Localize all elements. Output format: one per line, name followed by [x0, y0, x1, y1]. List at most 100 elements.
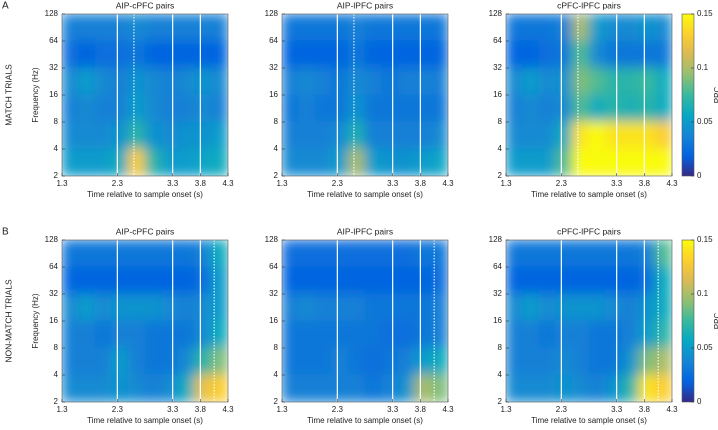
heatmap-cell — [78, 240, 96, 268]
heatmap-cell — [331, 148, 349, 176]
heatmap-cell — [638, 94, 656, 123]
heatmap-cell — [127, 347, 146, 376]
y-tick-label: 2 — [274, 171, 279, 180]
heatmap-cell — [282, 293, 300, 322]
heatmap-cell — [111, 266, 129, 295]
x-axis-label: Time relative to sample onset (s) — [531, 416, 647, 425]
heatmap-cell — [94, 240, 113, 268]
heatmap-cell — [638, 320, 656, 349]
heatmap-cell — [397, 121, 416, 150]
heatmap-cell — [397, 14, 416, 42]
heatmap-cell — [654, 40, 672, 69]
heatmap-cell — [397, 374, 416, 402]
y-tick-label: 64 — [269, 36, 278, 45]
heatmap-cell — [605, 121, 623, 150]
heatmap-cell — [621, 240, 640, 268]
heatmap-cell — [144, 121, 163, 150]
heatmap-cell — [571, 266, 590, 295]
heatmap-cell — [506, 94, 524, 123]
heatmap-cell — [571, 240, 590, 268]
heatmap-cell — [571, 94, 590, 123]
heatmap-cells — [282, 14, 448, 176]
heatmap-cell — [654, 121, 672, 150]
heatmap-cell — [381, 347, 399, 376]
heatmap-cell — [210, 374, 228, 402]
row-label: NON-MATCH TRIALS — [3, 279, 13, 363]
heatmap-cell — [364, 148, 383, 176]
heatmap-cell — [127, 121, 146, 150]
heatmap-cell — [522, 94, 540, 123]
heatmap-cell — [62, 374, 80, 402]
heatmap-cell — [282, 121, 300, 150]
heatmap-cell — [430, 293, 448, 322]
heatmap-cell — [62, 148, 80, 176]
heatmap-cell — [430, 374, 448, 402]
heatmap-cell — [111, 240, 129, 268]
heatmap-cell — [364, 67, 383, 96]
heatmap-cell — [111, 121, 129, 150]
heatmap-cell — [282, 67, 300, 96]
heatmap-cell — [430, 121, 448, 150]
heatmap-cell — [430, 320, 448, 349]
heatmap-cell — [314, 67, 333, 96]
colorbar — [681, 239, 695, 403]
heatmap-cell — [506, 121, 524, 150]
heatmap-cell — [638, 148, 656, 176]
heatmap-cell — [331, 121, 349, 150]
heatmap-cell — [381, 240, 399, 268]
heatmap-cell — [177, 320, 196, 349]
heatmap-cell — [127, 266, 146, 295]
heatmap-cell — [605, 293, 623, 322]
heatmap-cell — [414, 374, 432, 402]
heatmap-cell — [194, 40, 212, 69]
heatmap-cell — [298, 374, 316, 402]
heatmap-cell — [506, 14, 524, 42]
x-tick-label: 2.3 — [332, 405, 344, 414]
y-tick-label: 64 — [493, 36, 502, 45]
heatmap-cell — [638, 121, 656, 150]
heatmap-cell — [347, 67, 366, 96]
heatmap-cell — [94, 347, 113, 376]
heatmap-cell — [522, 266, 540, 295]
y-tick-label: 128 — [45, 9, 59, 18]
heatmap-cells — [506, 240, 672, 402]
heatmap-cell — [605, 320, 623, 349]
x-tick-label: 1.3 — [56, 179, 68, 188]
heatmap-cell — [210, 40, 228, 69]
x-tick-label: 4.3 — [442, 405, 454, 414]
heatmap-cell — [555, 293, 573, 322]
heatmap-cell — [654, 266, 672, 295]
heatmap-cell — [282, 240, 300, 268]
heatmap-cell — [654, 374, 672, 402]
heatmap-cell — [638, 374, 656, 402]
heatmap-cell — [78, 148, 96, 176]
y-tick-label: 8 — [54, 343, 59, 352]
heatmap-cell — [111, 320, 129, 349]
heatmap-cell — [314, 94, 333, 123]
heatmap-cell — [654, 347, 672, 376]
y-tick-label: 4 — [54, 370, 59, 379]
heatmap-cell — [414, 293, 432, 322]
heatmap-cell — [127, 67, 146, 96]
y-tick-label: 16 — [49, 316, 58, 325]
y-tick-label: 16 — [493, 90, 502, 99]
heatmap-cell — [282, 320, 300, 349]
heatmap-cell — [331, 240, 349, 268]
heatmap-cell — [314, 374, 333, 402]
heatmap-cell — [555, 374, 573, 402]
y-tick-label: 16 — [269, 90, 278, 99]
heatmap-cells — [506, 14, 672, 176]
heatmap-cell — [111, 293, 129, 322]
heatmap-cell — [414, 94, 432, 123]
heatmap-cell — [522, 40, 540, 69]
heatmap-cell — [605, 14, 623, 42]
heatmap-cell — [210, 347, 228, 376]
heatmap-cell — [111, 14, 129, 42]
heatmap-cell — [381, 14, 399, 42]
heatmap-cell — [62, 347, 80, 376]
heatmap-cell — [364, 374, 383, 402]
heatmap-cell — [571, 14, 590, 42]
heatmap-cell — [522, 293, 540, 322]
heatmap — [506, 14, 672, 176]
heatmap-cell — [210, 14, 228, 42]
